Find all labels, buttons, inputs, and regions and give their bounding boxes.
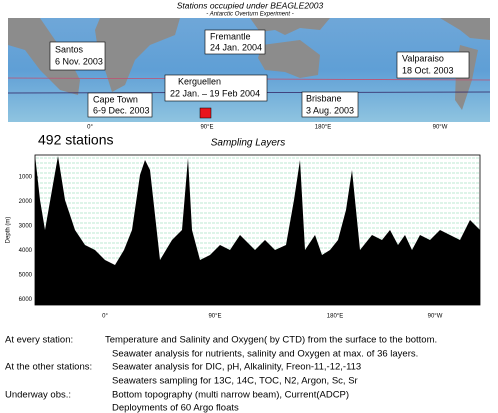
label-box: [164, 74, 268, 102]
land: [440, 18, 490, 40]
depth-label: 6000: [19, 297, 33, 303]
note-line: Seawaters sampling for 13C, 14C, TOC, N2…: [112, 376, 358, 387]
plot-frame: [34, 154, 481, 306]
port-date: 22 Jan. – 19 Feb 2004: [170, 88, 260, 98]
note-line: Temperature and Salinity and Oxygen( by …: [105, 335, 437, 346]
map-title: Stations occupied under BEAGLE2003: [177, 0, 324, 10]
port-date: 6 Nov. 2003: [55, 56, 103, 66]
port-date: 18 Oct. 2003: [402, 65, 454, 75]
port-name: Valparaiso: [402, 53, 444, 63]
depth-label: 2000: [19, 199, 33, 205]
marker: [199, 107, 212, 119]
label-box: [204, 29, 266, 55]
note-line: Seawater analysis for nutrients, salinit…: [112, 349, 418, 360]
bathymetry: [35, 155, 480, 305]
lon-label: 90°W: [433, 125, 448, 131]
depth-label: 3000: [19, 224, 33, 230]
note-label: At the other stations:: [5, 362, 92, 373]
lon-label: 0°: [87, 125, 93, 131]
y-axis-label: Depth (m): [6, 217, 12, 244]
lon-label: 0°: [102, 314, 108, 320]
note-line: Bottom topography (multi narrow beam), C…: [112, 390, 349, 401]
note-line: Seawater analysis for DIC, pH, Alkalinit…: [112, 362, 361, 373]
port-name: Kerguellen: [178, 76, 221, 86]
port-name: Fremantle: [210, 31, 251, 41]
sampling-layers: [36, 157, 479, 259]
label-box: [87, 92, 153, 118]
map-subtitle: - Antarctic Overturn Experiment -: [206, 12, 293, 18]
depth-label: 4000: [19, 248, 33, 254]
station-count: 492 stations: [38, 132, 114, 148]
lon-label: 180°E: [315, 125, 331, 131]
section-title: Sampling Layers: [211, 138, 285, 149]
label-box: [301, 91, 359, 118]
label-box: [49, 41, 106, 71]
port-name: Santos: [55, 44, 84, 54]
port-labels: Santos 6 Nov. 2003 Fremantle 24 Jan. 200…: [49, 29, 470, 118]
port-date: 3 Aug. 2003: [306, 105, 354, 115]
land: [258, 40, 320, 78]
land: [95, 18, 180, 92]
lon-label: 90°E: [200, 125, 213, 131]
land: [250, 18, 330, 35]
lon-label: 180°E: [327, 314, 343, 320]
port-date: 6-9 Dec. 2003: [93, 105, 150, 115]
port-date: 24 Jan. 2004: [210, 42, 262, 52]
label-box: [396, 51, 470, 79]
note-line: Deployments of 60 Argo floats: [112, 403, 239, 413]
depth-label: 1000: [19, 175, 33, 181]
depth-ticks: 1000 2000 3000 4000 5000 6000: [19, 175, 38, 303]
port-name: Cape Town: [93, 94, 138, 104]
note-label: Underway obs.:: [5, 390, 71, 401]
lon-label: 90°W: [428, 314, 443, 320]
lon-label: 90°E: [208, 314, 221, 320]
note-label: At every station:: [5, 335, 73, 346]
depth-label: 5000: [19, 273, 33, 279]
port-name: Brisbane: [306, 93, 342, 103]
land: [8, 18, 80, 95]
